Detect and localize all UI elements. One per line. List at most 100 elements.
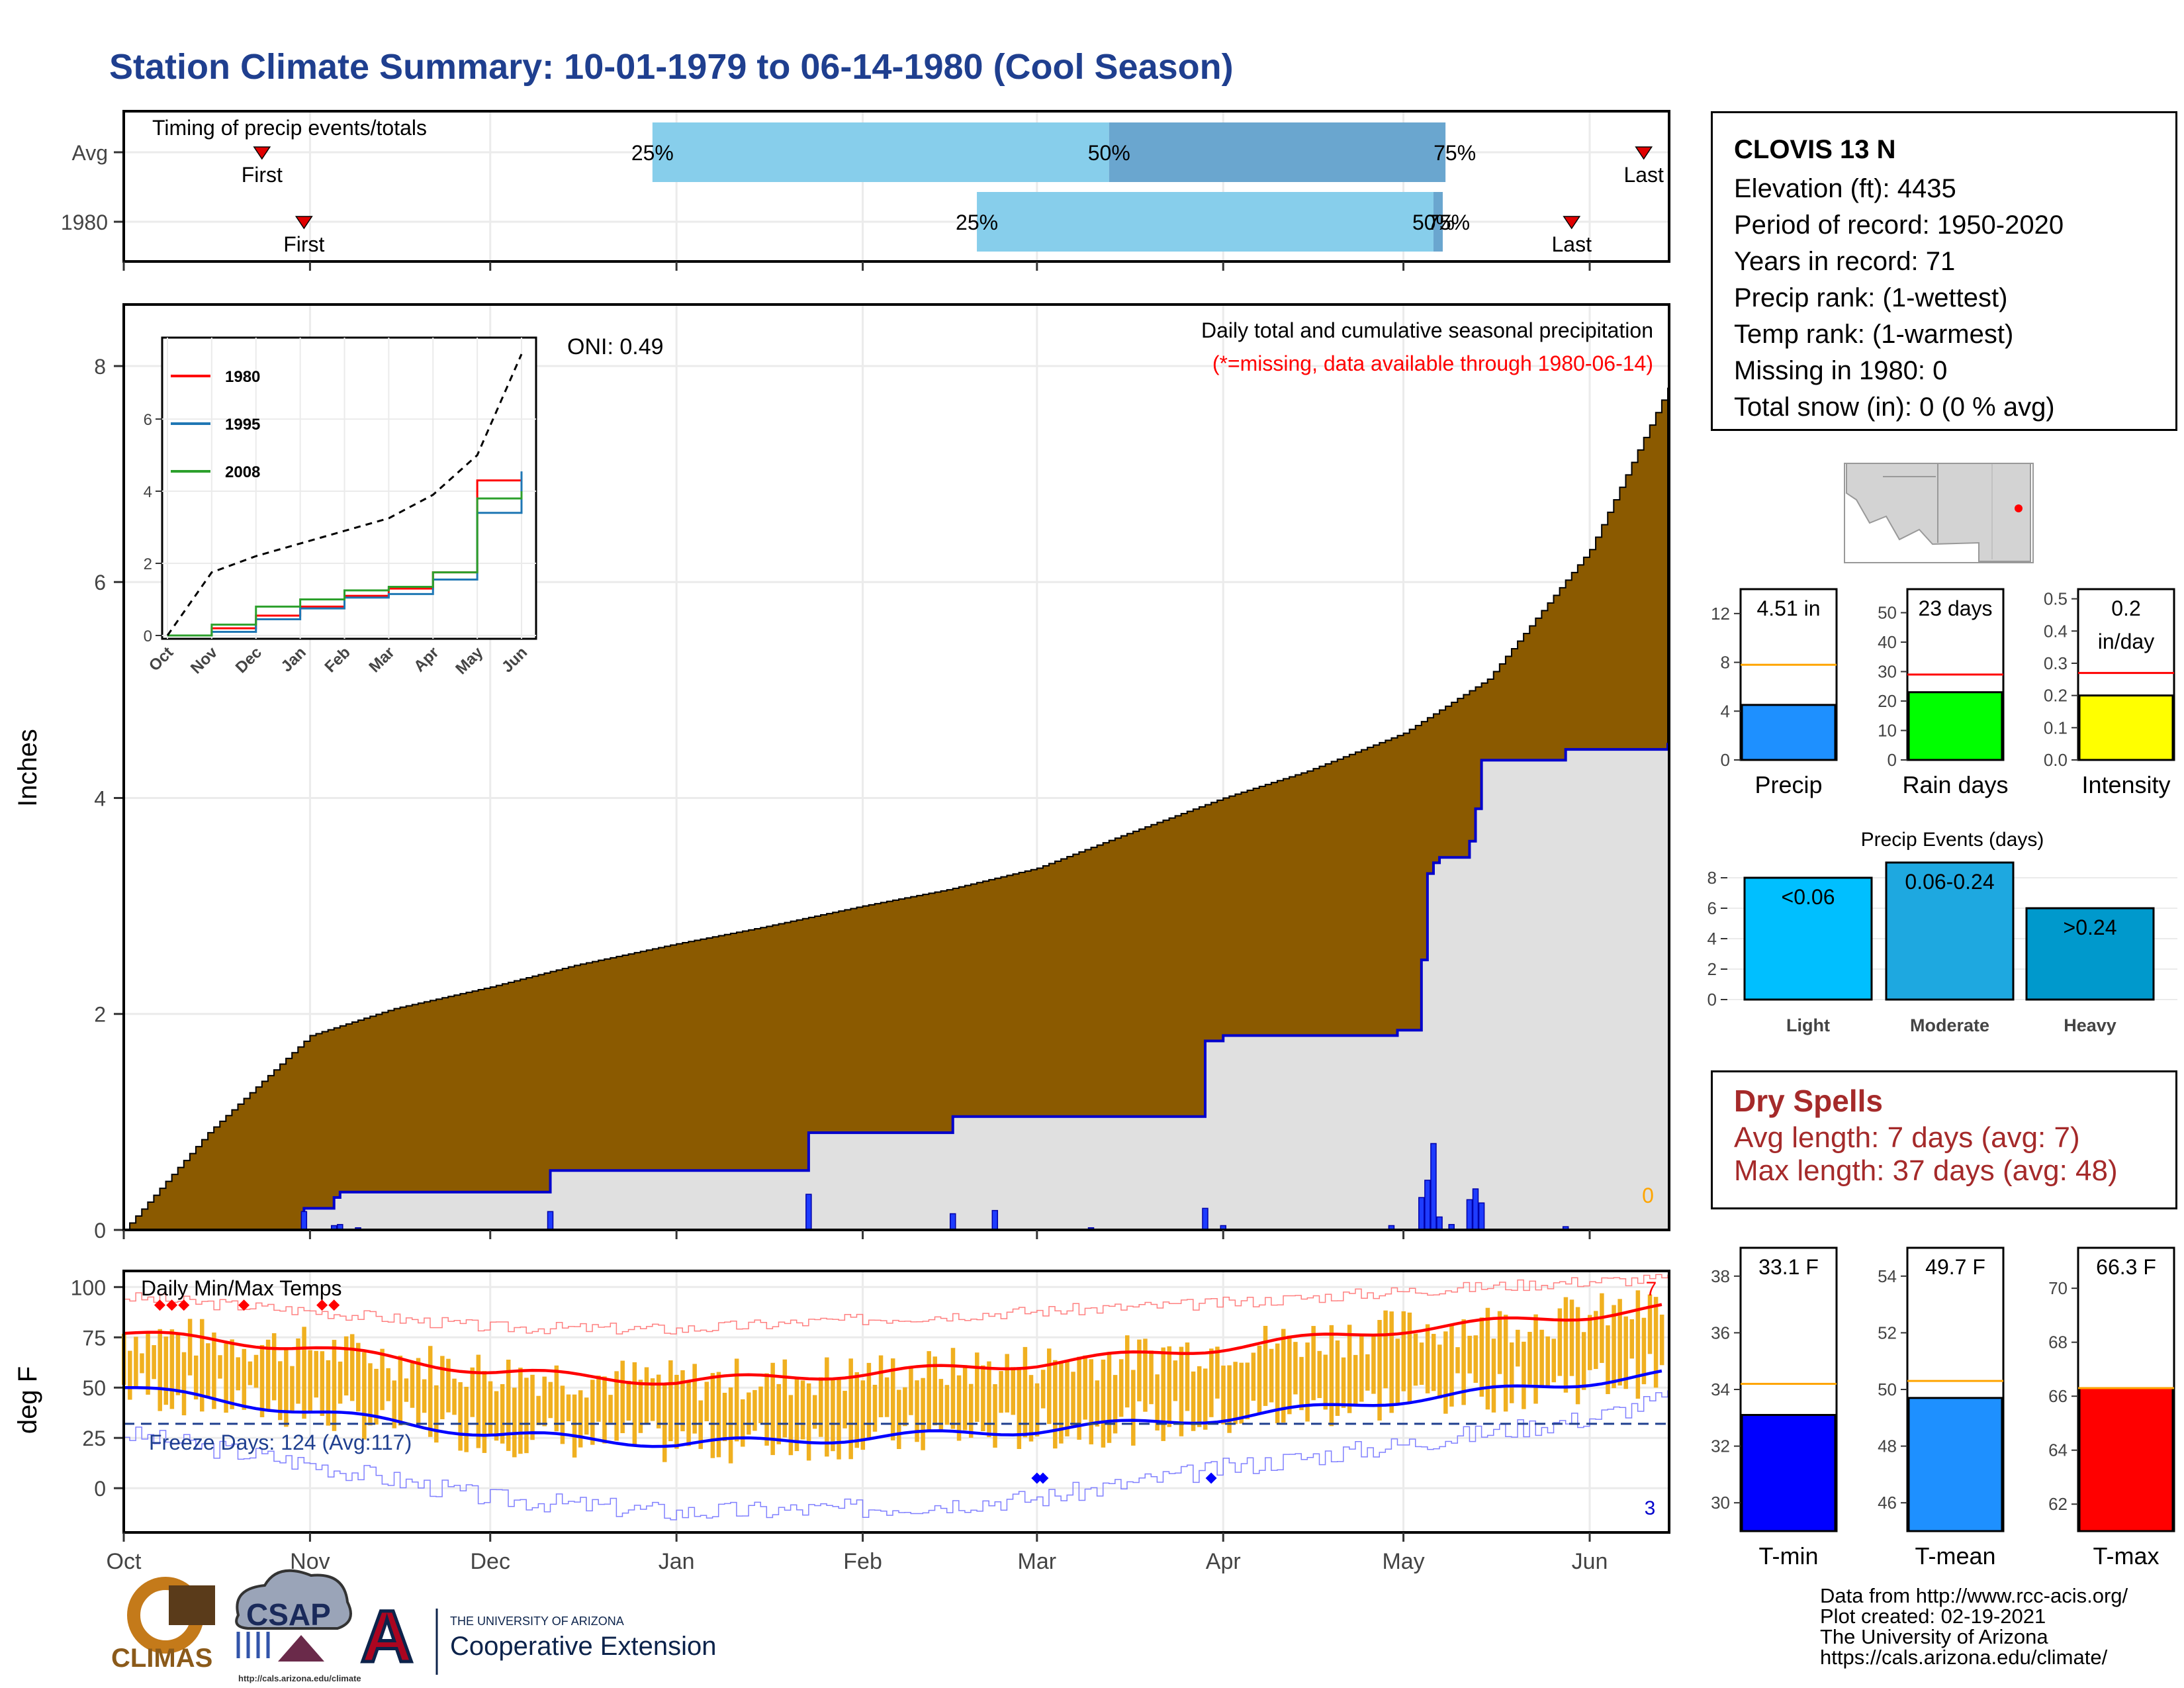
daily-temp-range-bar [548,1382,553,1419]
daily-temp-range-bar [1509,1342,1514,1403]
daily-temp-range-bar [716,1372,721,1458]
bar-category-label: T-mean [1915,1542,1995,1570]
daily-temp-range-bar [993,1384,997,1448]
daily-temp-range-bar [1594,1311,1598,1370]
daily-temp-range-bar [302,1327,306,1419]
daily-temp-range-bar [1209,1348,1214,1417]
legend-label: 2008 [225,463,260,481]
daily-temp-range-bar [1335,1340,1340,1416]
timing-p75-label: 75% [1428,211,1470,234]
daily-temp-range-bar [242,1348,247,1410]
daily-temp-range-bar [981,1365,985,1431]
daily-temp-range-bar [1083,1355,1087,1420]
daily-temp-range-bar [1377,1319,1382,1421]
daily-temp-range-bar [782,1359,788,1438]
daily-temp-range-bar [866,1362,872,1438]
daily-temp-range-bar [464,1387,469,1452]
daily-temp-range-bar [422,1379,427,1413]
daily-temp-range-bar [140,1353,144,1374]
event-category-label: Light [1786,1015,1830,1035]
event-bar [1743,876,1873,1001]
record-max-line [124,1274,1668,1335]
daily-temp-range-bar [962,1365,968,1430]
y-tick-label: 4 [94,786,106,810]
bar-category-label: Precip [1754,771,1822,798]
small-tick-label: 30 [1711,1493,1730,1513]
daily-temp-range-bar [1425,1324,1430,1393]
daily-temp-range-bar [1467,1335,1472,1374]
daily-temp-range-bar [872,1384,878,1432]
daily-temp-range-bar [386,1368,390,1401]
y-tick-label: 0 [94,1477,106,1501]
daily-temp-range-bar [734,1358,739,1442]
avg-cumulative-area [124,387,1668,1231]
daily-temp-range-bar [158,1329,162,1411]
oni-label: ONI: 0.49 [567,334,664,359]
daily-temp-range-bar [1635,1290,1641,1399]
daily-temp-range-bar [1503,1315,1508,1412]
daily-temp-range-bar [1413,1333,1418,1386]
logos: CLIMAS CSAP http://cals.arizona.edu/climat… [111,1569,716,1683]
month-label: May [1382,1549,1424,1574]
daily-temp-range-bar [278,1361,283,1421]
csap-mountain [278,1635,324,1662]
daily-temp-range-bar [1516,1329,1520,1367]
daily-temp-range-bar [1275,1343,1280,1424]
daily-temp-range-bar [1557,1308,1563,1376]
month-label: Dec [471,1549,510,1574]
daily-temp-range-bar [1023,1346,1028,1438]
daily-temp-range-bar [128,1350,132,1400]
daily-temp-range-bar [1233,1362,1238,1425]
daily-temp-range-bar [356,1342,361,1412]
daily-temp-range-bar [1347,1325,1352,1413]
daily-temp-range-bar [488,1381,493,1434]
daily-temp-range-bar [1389,1311,1394,1413]
daily-temp-range-bar [1623,1316,1628,1389]
daily-temp-range-bar [878,1355,884,1417]
credit-line: The University of Arizona [1820,1625,2048,1648]
daily-temp-range-bar [248,1361,253,1385]
small-tick-label: 50 [1878,603,1897,623]
small-tick-label: 46 [1878,1493,1897,1513]
daily-temp-range-bar [398,1355,403,1426]
daily-temp-range-bar [290,1366,295,1414]
small-tick-label: 50 [1878,1380,1897,1399]
daily-temp-range-bar [1485,1307,1490,1410]
daily-temp-range-bar [680,1370,685,1432]
event-category-label: Heavy [2064,1015,2116,1035]
csap-url: http://cals.arizona.edu/climate [238,1673,361,1683]
daily-temp-range-bar [644,1367,649,1425]
daily-temp-range-bar [320,1351,325,1416]
small-tick-label: 4 [1707,929,1717,949]
daily-temp-range-bar [1606,1325,1610,1395]
daily-temp-range-bar [1473,1335,1479,1383]
daily-temp-range-bar [1089,1359,1094,1444]
daily-temp-range-bar [1065,1361,1069,1436]
daily-temp-range-bar [903,1387,907,1427]
first-marker [295,216,313,230]
daily-temp-range-bar [1587,1315,1592,1370]
small-tick-label: 0.0 [2044,750,2068,770]
daily-temp-range-bar [950,1348,956,1429]
dry-spells-avg: Avg length: 7 days (avg: 7) [1734,1121,2080,1154]
daily-precip-bar [300,1211,308,1231]
daily-temp-range-bar [494,1391,499,1441]
small-tick-label: 0.1 [2044,718,2068,737]
small-tick-label: 38 [1711,1266,1730,1286]
credits: Data from http://www.rcc-acis.org/ Plot … [1820,1585,2128,1667]
daily-temp-range-bar [1046,1348,1052,1425]
station-years: Years in record: 71 [1734,247,1956,276]
daily-temp-range-bar [626,1380,631,1421]
record-low-marker [1031,1472,1043,1484]
daily-temp-range-bar [314,1350,318,1398]
daily-temp-range-bar [831,1379,835,1452]
small-tick-label: 0 [1707,990,1717,1009]
small-tick-label: 8 [1721,653,1730,673]
daily-temp-range-bar [1407,1312,1412,1403]
daily-temp-range-bar [842,1391,847,1429]
daily-temp-range-bar [819,1377,823,1437]
daily-temp-range-bar [590,1380,595,1445]
daily-temp-range-bar [530,1374,535,1440]
summary-bar [1907,691,2003,761]
